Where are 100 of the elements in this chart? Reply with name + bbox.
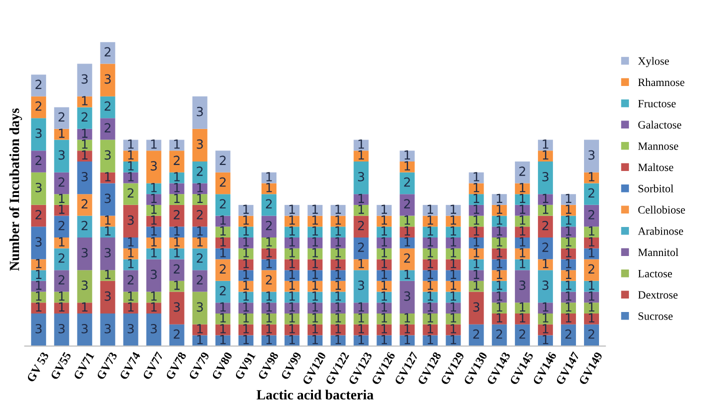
data-label: 1 — [105, 172, 111, 182]
data-label: 1 — [450, 237, 456, 246]
bar — [77, 216, 92, 238]
data-label: 3 — [519, 280, 526, 290]
data-label: 1 — [450, 216, 456, 225]
data-label: 2 — [220, 286, 226, 296]
data-label: 1 — [496, 280, 502, 290]
data-label: 1 — [59, 237, 64, 246]
data-label: 1 — [243, 334, 249, 344]
data-label: 2 — [174, 156, 180, 165]
data-label: 1 — [382, 270, 387, 279]
bar — [169, 226, 184, 238]
data-label: 1 — [358, 194, 364, 203]
bar — [215, 194, 230, 216]
bar — [100, 280, 116, 314]
y-axis-title: Number of Incubation days — [9, 108, 22, 271]
data-label: 3 — [150, 161, 157, 171]
data-label: 1 — [335, 226, 341, 236]
bar — [468, 259, 484, 270]
data-label: 1 — [289, 258, 295, 268]
data-label: 1 — [266, 237, 272, 246]
bar — [123, 204, 138, 238]
bar — [123, 183, 138, 205]
data-label: 1 — [358, 204, 364, 214]
data-label: 2 — [104, 47, 110, 56]
data-label: 1 — [312, 334, 318, 344]
data-label: 1 — [428, 292, 434, 301]
data-label: 1 — [105, 226, 111, 236]
data-label: 1 — [243, 313, 249, 322]
data-label: 2 — [128, 188, 134, 198]
data-label: 1 — [382, 292, 387, 301]
bar — [192, 128, 208, 162]
data-label: 1 — [266, 182, 272, 192]
bar — [400, 248, 415, 270]
data-label: 1 — [128, 140, 134, 149]
x-tick-label: GV 53 — [26, 351, 50, 383]
bar — [538, 302, 553, 314]
data-label: 1 — [588, 292, 594, 301]
data-label: 1 — [542, 204, 548, 214]
data-label: 1 — [382, 334, 387, 344]
data-label: 1 — [36, 302, 42, 312]
data-label: 3 — [104, 291, 111, 301]
bar — [538, 314, 553, 324]
data-label: 1 — [151, 204, 157, 214]
data-label: 2 — [58, 177, 64, 187]
data-label: 1 — [220, 248, 226, 258]
data-label: 1 — [151, 248, 157, 258]
data-label: 1 — [266, 313, 272, 322]
bar — [31, 118, 46, 151]
data-label: 3 — [128, 215, 134, 225]
legend-label: Mannitol — [638, 248, 678, 256]
bar — [100, 238, 116, 270]
bar — [400, 314, 415, 324]
bar — [468, 292, 484, 324]
data-label: 2 — [473, 329, 480, 339]
bar — [100, 270, 116, 281]
data-label: 1 — [312, 292, 318, 301]
data-label: 1 — [358, 258, 364, 268]
bar — [468, 183, 484, 194]
bar — [146, 259, 162, 292]
bar — [514, 194, 530, 205]
bar — [538, 259, 553, 270]
legend-label: Lactose — [638, 270, 672, 278]
legend-label: Mannose — [638, 142, 678, 150]
bar — [192, 204, 208, 227]
data-label: 1 — [404, 270, 410, 279]
legend-label: Sorbitol — [638, 184, 674, 192]
data-label: 1 — [520, 216, 526, 225]
data-label: 2 — [36, 210, 42, 220]
data-label: 1 — [520, 204, 526, 214]
data-label: 1 — [82, 96, 88, 106]
data-label: 2 — [220, 264, 226, 274]
data-label: 3 — [473, 302, 480, 312]
bar — [376, 270, 392, 281]
data-label: 1 — [496, 226, 502, 236]
bar — [514, 238, 530, 248]
data-label: 1 — [404, 226, 410, 236]
data-label: 1 — [404, 216, 410, 225]
bar — [215, 302, 230, 314]
bar — [215, 150, 230, 172]
bar — [169, 194, 184, 205]
data-label: 2 — [36, 101, 42, 111]
bar — [215, 314, 230, 324]
data-label: 2 — [174, 264, 180, 274]
bar — [192, 162, 208, 184]
data-label: 1 — [474, 237, 480, 246]
data-label: 3 — [82, 172, 88, 182]
data-label: 1 — [520, 237, 526, 246]
data-label: 1 — [289, 216, 295, 225]
data-label: 1 — [520, 302, 526, 312]
bar — [31, 74, 46, 96]
data-label: 2 — [174, 210, 180, 220]
data-label: 2 — [196, 166, 203, 176]
data-label: 1 — [450, 226, 456, 236]
bar — [31, 150, 46, 172]
bar — [31, 314, 46, 346]
data-label: 1 — [151, 302, 157, 312]
data-label: 1 — [450, 292, 456, 301]
data-label: 1 — [335, 292, 341, 301]
bar — [261, 194, 276, 216]
